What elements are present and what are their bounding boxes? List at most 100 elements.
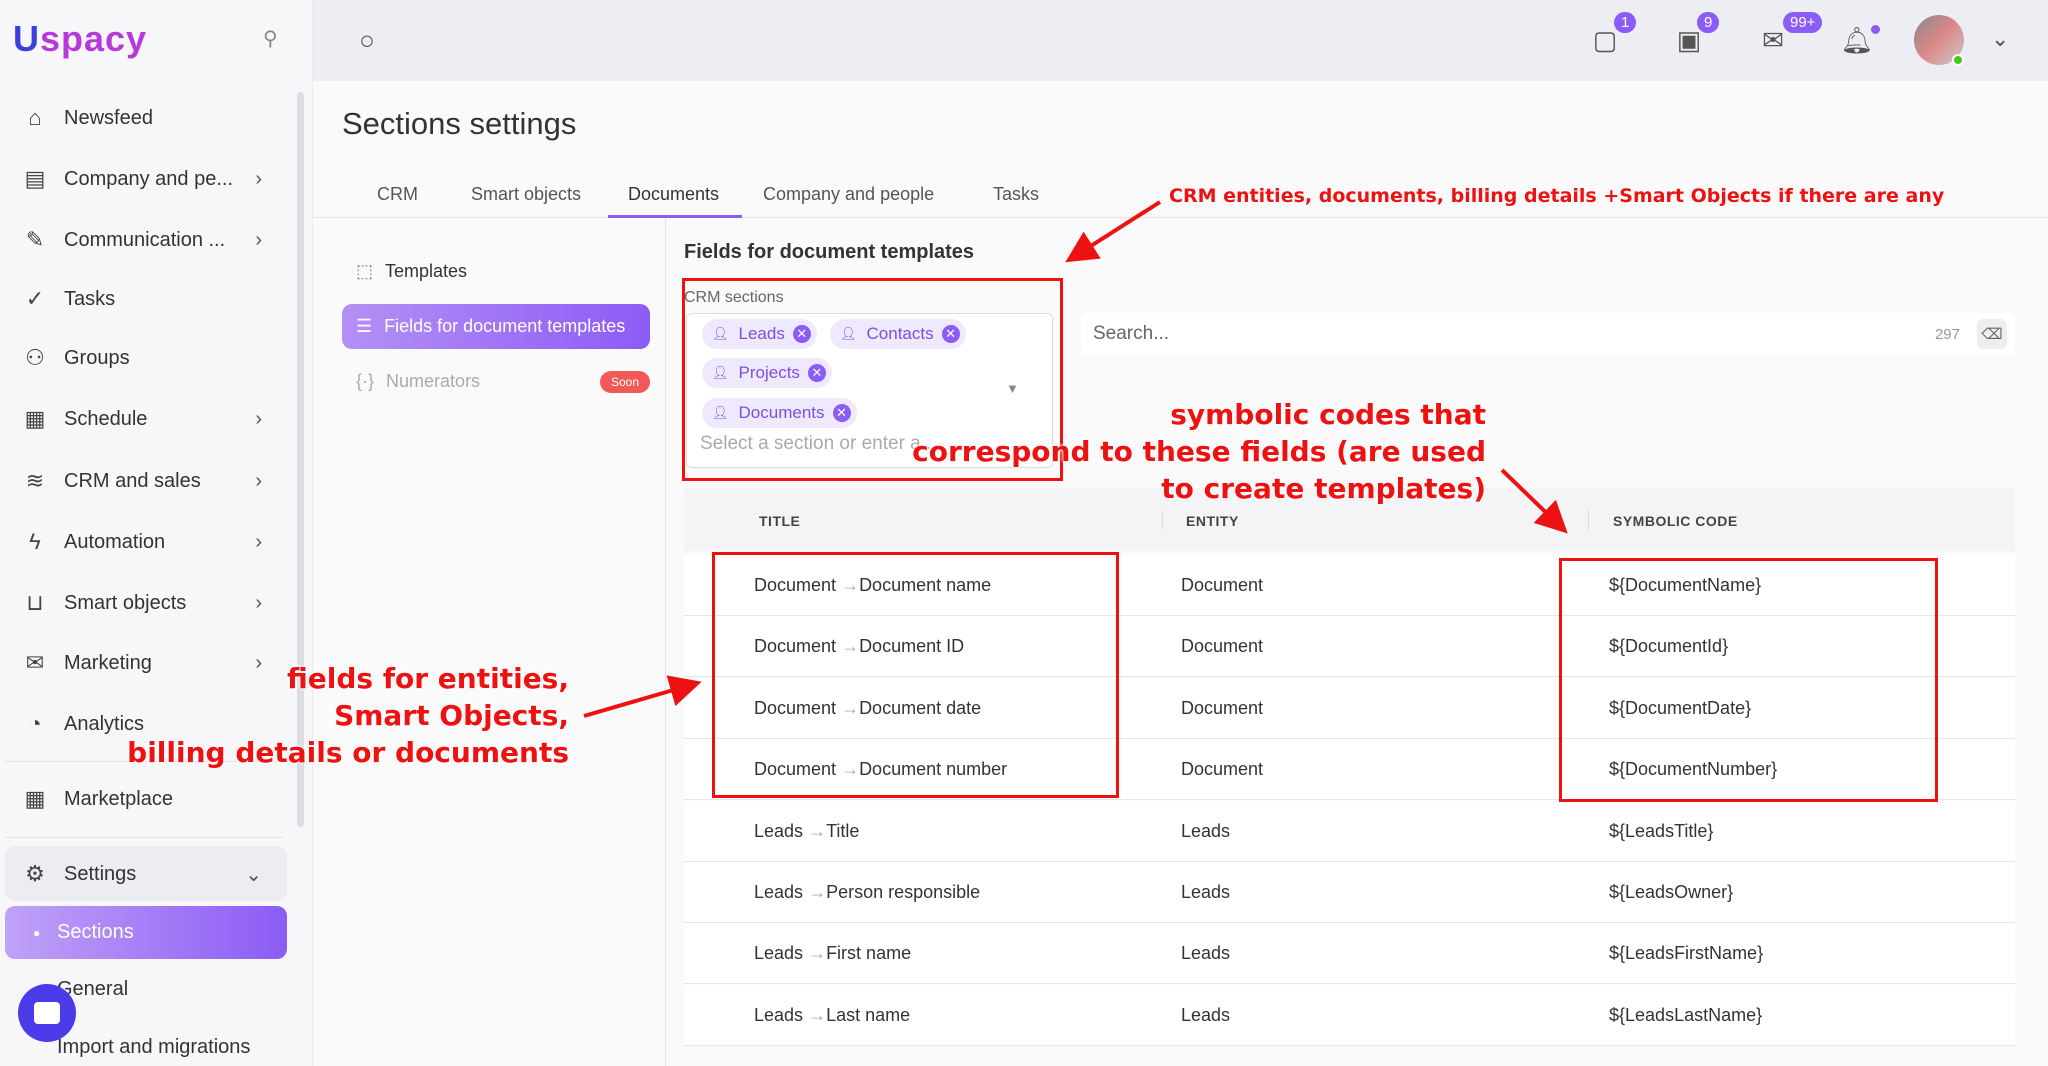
table-row[interactable]: Leads →Last name Leads ${LeadsLastName} bbox=[684, 984, 2015, 1046]
arrow-right-icon: → bbox=[841, 575, 860, 595]
table-row[interactable]: Leads →Title Leads ${LeadsTitle} bbox=[684, 800, 2015, 862]
arrow-right-icon: → bbox=[841, 759, 860, 780]
table-row[interactable]: Leads →First name Leads ${LeadsFirstName} bbox=[684, 923, 2015, 985]
header-symbolic-code[interactable]: SYMBOLIC CODE bbox=[1613, 513, 1738, 529]
bullet-icon: ● bbox=[33, 925, 41, 940]
header-title[interactable]: TITLE bbox=[759, 513, 801, 529]
subnav-numerators: {·} Numerators bbox=[342, 359, 650, 404]
sidebar-item-settings[interactable] bbox=[5, 846, 287, 901]
chevron-right-icon: › bbox=[255, 407, 262, 430]
sidebar-item-communication[interactable]: ✎ Communication ... › bbox=[20, 218, 282, 262]
page-title: Sections settings bbox=[342, 106, 577, 141]
dropdown-caret-icon[interactable]: ▼ bbox=[1006, 381, 1019, 396]
remove-chip-icon[interactable]: ✕ bbox=[941, 325, 960, 343]
person-icon: 👤︎ bbox=[712, 326, 729, 341]
tab-documents[interactable]: Documents bbox=[628, 184, 720, 204]
chip-documents: 👤︎ Documents ✕ bbox=[702, 398, 857, 428]
bell-icon[interactable]: 🔔︎ bbox=[1840, 24, 1874, 55]
entity-cell: Document bbox=[1181, 636, 1264, 657]
sidebar-item-general[interactable]: General bbox=[57, 978, 129, 1000]
remove-chip-icon[interactable]: ✕ bbox=[792, 325, 811, 343]
support-chat-button[interactable] bbox=[18, 984, 76, 1042]
home-icon: ⌂ bbox=[28, 105, 42, 130]
arrow-fields bbox=[583, 675, 702, 718]
chevron-down-icon[interactable]: ⌄ bbox=[1991, 26, 2010, 51]
table-header bbox=[684, 488, 2015, 551]
search-icon[interactable]: ○ bbox=[359, 24, 375, 55]
mail-badge: 99+ bbox=[1783, 12, 1823, 33]
annotation-box-title bbox=[712, 552, 1119, 798]
sidebar-item-automation[interactable]: ϟ Automation › bbox=[20, 520, 282, 564]
sidebar-item-newsfeed[interactable]: ⌂ Newsfeed bbox=[20, 96, 282, 140]
eraser-icon[interactable]: ⌫ bbox=[1977, 319, 2007, 349]
tab-crm[interactable]: CRM bbox=[377, 184, 418, 204]
remove-chip-icon[interactable]: ✕ bbox=[807, 364, 826, 382]
topbar: ○ ▢ 1 ▣ 9 ✉ 99+ 🔔︎ ⌄ bbox=[313, 0, 2048, 81]
sidebar-item-import[interactable]: Import and migrations bbox=[57, 1036, 251, 1058]
pin-icon[interactable]: ⚲ bbox=[263, 28, 278, 50]
chat-icon[interactable]: ▢ bbox=[1592, 24, 1618, 55]
mail-icon[interactable]: ✉ bbox=[1762, 24, 1784, 55]
table-row[interactable]: Leads →Person responsible Leads ${LeadsOwn… bbox=[684, 862, 2015, 923]
title-cell: Leads →First name bbox=[754, 943, 912, 964]
marketing-icon: ✉ bbox=[25, 650, 45, 675]
bolt-icon: ϟ bbox=[29, 529, 41, 554]
table-row[interactable]: Document →Document date Document ${Documen… bbox=[684, 677, 2015, 739]
subnav-templates[interactable]: ⬚ Templates bbox=[342, 249, 650, 294]
sidebar-item-tasks[interactable]: ✓ Tasks bbox=[20, 277, 282, 321]
label: CRM and sales bbox=[64, 469, 201, 492]
table-row[interactable]: Document →Document name Document ${Documen… bbox=[684, 555, 2015, 616]
label: Tasks bbox=[64, 287, 116, 310]
code-cell: ${LeadsTitle} bbox=[1609, 820, 1714, 841]
result-count: 297 bbox=[1934, 325, 1960, 343]
entity-cell: Document bbox=[1181, 697, 1264, 718]
tab-tasks[interactable]: Tasks bbox=[993, 184, 1040, 204]
label: Marketing bbox=[64, 651, 152, 674]
check-circle-icon: ✓ bbox=[25, 286, 45, 311]
section-heading: Fields for document templates bbox=[684, 241, 975, 263]
building-icon: ▤ bbox=[24, 166, 46, 191]
chats-icon[interactable]: ▣ bbox=[1676, 24, 1702, 55]
chevron-right-icon: › bbox=[255, 651, 262, 674]
soon-badge: Soon bbox=[600, 371, 650, 393]
sidebar-item-sections[interactable]: ● Sections bbox=[5, 906, 287, 959]
column-divider bbox=[1162, 510, 1163, 530]
list-icon: ☰ bbox=[356, 316, 373, 336]
remove-chip-icon[interactable]: ✕ bbox=[832, 404, 851, 422]
annotation-box-crm-sections bbox=[682, 278, 1063, 481]
entity-cell: Document bbox=[1181, 759, 1264, 780]
entity-cell: Leads bbox=[1181, 943, 1231, 964]
settings-row[interactable]: ⚙ Settings ⌄ bbox=[20, 852, 282, 896]
sidebar-item-smart-objects[interactable]: ⊔ Smart objects › bbox=[20, 581, 282, 625]
table-row[interactable]: Document →Document number Document ${Docum… bbox=[684, 739, 2015, 801]
sidebar-item-marketing[interactable]: ✉ Marketing › bbox=[20, 641, 282, 685]
braces-icon: {·} bbox=[356, 371, 375, 391]
chevron-right-icon: › bbox=[255, 591, 262, 614]
notification-dot bbox=[1871, 25, 1880, 34]
section-input-placeholder[interactable]: Select a section or enter a... bbox=[700, 433, 937, 454]
label: Fields for document templates bbox=[384, 316, 626, 336]
header-entity[interactable]: ENTITY bbox=[1186, 513, 1239, 529]
sidebar-item-crm-and-sales[interactable]: ≋ CRM and sales › bbox=[20, 459, 282, 503]
subnav-fields[interactable]: ☰ Fields for document templates bbox=[342, 304, 650, 349]
search-input[interactable]: Search... 297 ⌫ bbox=[1081, 313, 2015, 355]
tab-smart-objects[interactable]: Smart objects bbox=[471, 184, 582, 204]
sidebar-item-company-and-pe[interactable]: ▤ Company and pe... › bbox=[20, 157, 282, 201]
sidebar-item-groups[interactable]: ⚇ Groups bbox=[20, 336, 282, 380]
label: Groups bbox=[64, 346, 130, 369]
sidebar-item-marketplace[interactable]: ▦ Marketplace bbox=[20, 777, 282, 821]
sidebar-scrollbar[interactable] bbox=[297, 92, 304, 827]
label: Settings bbox=[64, 862, 137, 885]
logo[interactable]: Uspacy bbox=[13, 18, 148, 59]
arrow-right-icon: → bbox=[841, 697, 860, 718]
sidebar-item-analytics[interactable]: ◔ Analytics bbox=[20, 702, 282, 746]
title-cell: Document →Document date bbox=[754, 697, 982, 718]
label: Marketplace bbox=[64, 787, 173, 810]
arrow-right-icon: → bbox=[841, 636, 860, 657]
entity-cell: Document bbox=[1181, 575, 1264, 595]
tab-company-and-people[interactable]: Company and people bbox=[763, 184, 935, 204]
title-cell: Document →Document name bbox=[754, 575, 992, 595]
table-row[interactable]: Document →Document ID Document ${DocumentI… bbox=[684, 616, 2015, 678]
sidebar-item-schedule[interactable]: ▦ Schedule › bbox=[20, 397, 282, 441]
title-cell: Document →Document number bbox=[754, 759, 1008, 780]
